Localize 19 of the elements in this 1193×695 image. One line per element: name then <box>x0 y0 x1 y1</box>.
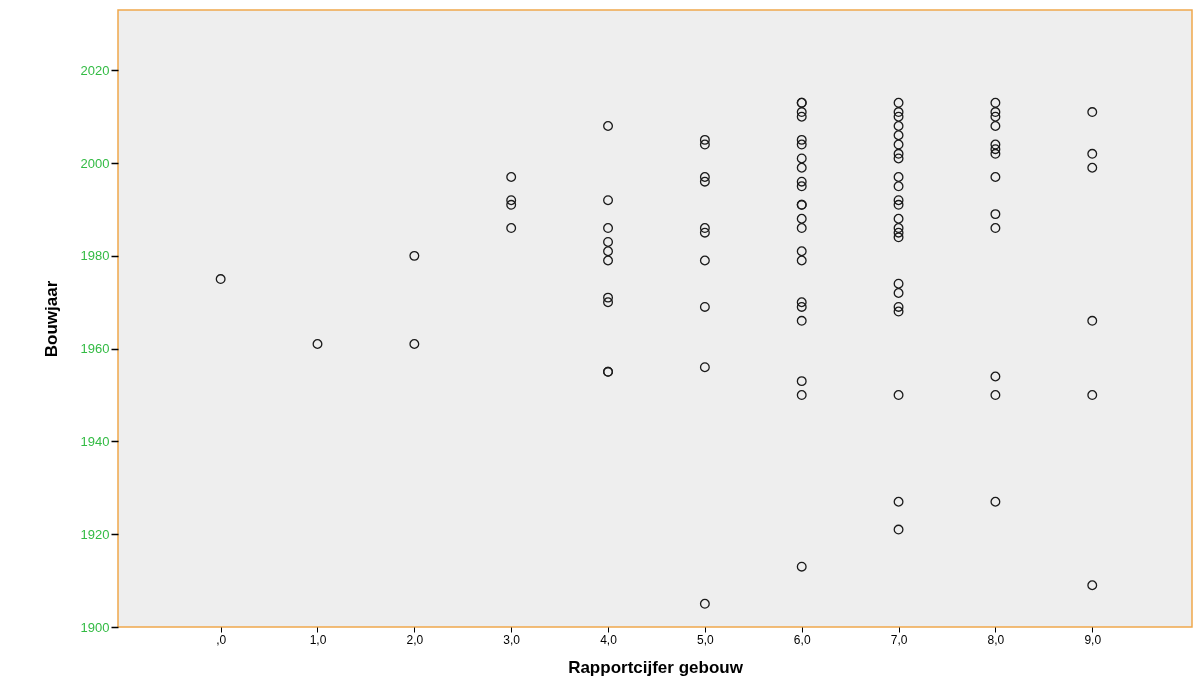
y-tick-label: 1940 <box>80 433 110 449</box>
x-tick-label: 9,0 <box>1084 632 1102 647</box>
x-tick-label: 3,0 <box>503 632 521 647</box>
x-tick-label: 6,0 <box>793 632 811 647</box>
x-tick-label: 8,0 <box>987 632 1005 647</box>
y-tick-label: 1900 <box>80 619 110 635</box>
x-tick-label: 2,0 <box>406 632 424 647</box>
x-tick-label: 5,0 <box>697 632 715 647</box>
x-axis-title: Rapportcijfer gebouw <box>568 657 744 677</box>
y-tick-label: 2000 <box>80 155 110 171</box>
x-tick-label: 1,0 <box>309 632 327 647</box>
x-tick-label: ,0 <box>216 632 227 647</box>
y-tick-label: 2020 <box>80 62 110 78</box>
y-tick-label: 1920 <box>80 526 110 542</box>
y-tick-label: 1980 <box>80 248 110 264</box>
x-tick-label: 7,0 <box>890 632 908 647</box>
y-tick-label: 1960 <box>80 341 110 357</box>
x-tick-label: 4,0 <box>600 632 618 647</box>
y-axis-title: Bouwjaar <box>41 280 61 358</box>
